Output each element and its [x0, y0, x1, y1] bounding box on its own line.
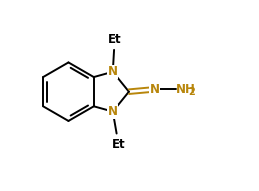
- Text: Et: Et: [112, 138, 125, 151]
- Text: N: N: [108, 105, 118, 118]
- Text: NH: NH: [176, 83, 196, 96]
- Text: N: N: [150, 83, 160, 96]
- Text: 2: 2: [188, 87, 195, 97]
- Text: Et: Et: [107, 33, 121, 46]
- Text: N: N: [108, 65, 118, 78]
